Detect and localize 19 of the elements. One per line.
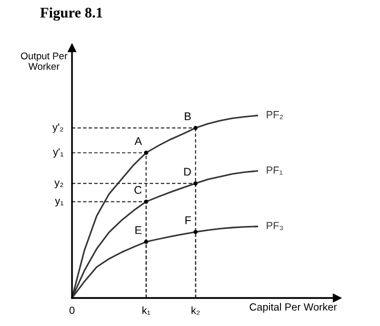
annotation: y₁ (54, 198, 64, 207)
annotation: y₂ (54, 180, 64, 188)
annotation: F (186, 216, 191, 224)
series-label: PF₂ (266, 111, 283, 120)
chart-title: Figure 8.1 (40, 7, 102, 21)
x-tick-label: k₁ (142, 306, 150, 315)
annotation: E (135, 226, 142, 234)
x-tick-label: 0 (70, 306, 74, 314)
annotation: D (184, 168, 191, 176)
x-axis-title: Capital Per Worker (250, 303, 337, 313)
series-label: PF₃ (266, 222, 283, 230)
annotation: y'₂ (52, 123, 64, 133)
x-tick-label: k₂ (192, 306, 200, 315)
annotation: B (184, 112, 191, 120)
y-axis-title: Output Per Worker (20, 52, 68, 70)
annotation: C (134, 186, 142, 194)
annotation: A (134, 137, 142, 145)
annotation: y'₁ (52, 148, 64, 158)
series-label: PF₁ (266, 166, 283, 175)
